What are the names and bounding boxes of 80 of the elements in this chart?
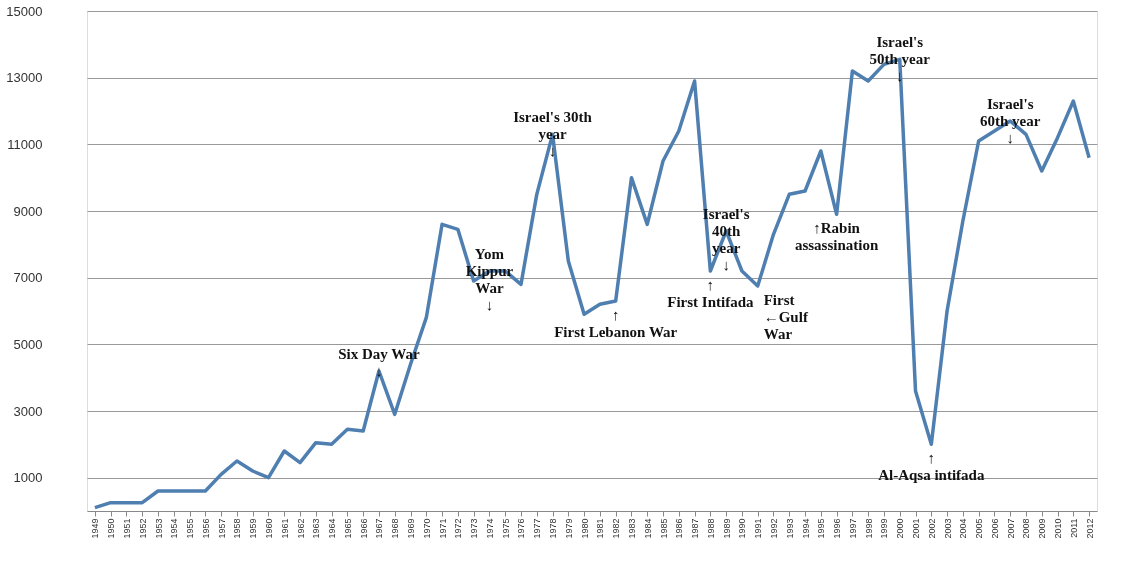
x-tick-label: 1994	[800, 518, 811, 539]
annotation: ↑ Al-Aqsa intifada	[878, 450, 985, 484]
x-tick-label: 1981	[595, 518, 606, 539]
x-tick-label: 1955	[185, 518, 196, 539]
x-tick-label: 2006	[989, 518, 1000, 539]
y-tick-label: 5000	[13, 336, 43, 352]
annotation: First ←Gulf War	[763, 292, 809, 342]
annotation: ↑Rabin assassination	[794, 220, 879, 254]
x-tick-label: 1985	[658, 518, 669, 539]
x-tick-label: 2001	[911, 518, 922, 539]
x-tick-label: 1951	[121, 518, 132, 539]
x-tick-label: 2011	[1068, 518, 1079, 538]
x-tick-label: 1967	[374, 518, 385, 539]
annotation: ↑ First Lebanon War	[554, 307, 678, 340]
y-tick-label: 11000	[7, 136, 43, 152]
x-tick-label: 1989	[721, 518, 732, 539]
x-tick-label: 1974	[484, 518, 495, 539]
x-tick-label: 1971	[437, 518, 448, 539]
x-tick-label: 1952	[137, 518, 148, 539]
x-tick-label: 1964	[327, 518, 338, 539]
x-tick-label: 1990	[737, 518, 748, 539]
x-tick-label: 1987	[690, 518, 701, 539]
x-tick-label: 1995	[816, 518, 827, 539]
y-tick-label: 1000	[13, 470, 43, 486]
x-tick-label: 1960	[263, 518, 274, 539]
x-tick-label: 2012	[1084, 518, 1095, 539]
x-tick-label: 1998	[863, 518, 874, 539]
x-tick-label: 1978	[548, 518, 559, 539]
x-tick-label: 1954	[169, 518, 180, 539]
x-tick-label: 1950	[106, 518, 117, 539]
x-tick-label: 1958	[232, 518, 243, 539]
x-tick-label: 1972	[453, 518, 464, 539]
x-tick-label: 1991	[753, 518, 764, 539]
x-tick-label: 1968	[390, 518, 401, 539]
x-tick-label: 1984	[642, 518, 653, 539]
x-tick-label: 1956	[200, 518, 211, 539]
x-tick-label: 1997	[847, 518, 858, 539]
x-tick-label: 2007	[1005, 518, 1016, 539]
x-tick-label: 2002	[926, 518, 937, 539]
x-tick-label: 1959	[248, 518, 259, 539]
annotation: Israel's 30th year ↓	[513, 109, 593, 160]
x-tick-label: 1961	[279, 518, 290, 539]
y-tick-label: 3000	[13, 403, 43, 419]
x-tick-label: 1982	[611, 518, 622, 539]
x-tick-label: 1975	[500, 518, 511, 539]
x-tick-label: 1988	[705, 518, 716, 539]
x-tick-label: 1973	[469, 518, 480, 539]
x-tick-label: 2000	[895, 518, 906, 539]
x-tick-label: 1993	[784, 518, 795, 539]
x-tick-label: 1983	[626, 518, 637, 539]
x-tick-label: 2004	[958, 518, 969, 539]
x-tick-label: 1996	[832, 518, 843, 539]
x-tick-label: 1966	[358, 518, 369, 539]
y-tick-label: 9000	[13, 203, 43, 219]
x-tick-label: 1999	[879, 518, 890, 539]
x-tick-label: 2008	[1021, 518, 1032, 539]
x-tick-label: 1992	[768, 518, 779, 539]
x-tick-label: 2003	[942, 518, 953, 539]
x-tick-label: 1963	[311, 518, 322, 539]
x-tick-label: 1962	[295, 518, 306, 539]
x-tick-label: 1970	[421, 518, 432, 539]
x-tick-label: 1965	[342, 518, 353, 539]
x-tick-label: 2010	[1053, 518, 1064, 539]
x-tick-label: 1979	[563, 518, 574, 539]
annotation: Israel's 60th year ↓	[980, 96, 1041, 146]
annotation: Israel's 50th year ↓	[869, 34, 931, 85]
x-tick-label: 2009	[1037, 518, 1048, 539]
y-tick-label: 13000	[6, 70, 43, 86]
x-tick-label: 1949	[90, 518, 101, 539]
x-tick-label: 1953	[153, 518, 164, 539]
y-tick-label: 15000	[6, 3, 43, 19]
x-tick-label: 1986	[674, 518, 685, 539]
y-tick-label: 7000	[13, 270, 43, 286]
x-tick-label: 1957	[216, 518, 227, 539]
x-tick-label: 2005	[974, 518, 985, 539]
x-tick-label: 1980	[579, 518, 590, 539]
x-tick-label: 1977	[532, 518, 543, 539]
annotation: ↑ First Intifada	[667, 277, 754, 310]
x-tick-label: 1976	[516, 518, 527, 539]
x-tick-label: 1969	[406, 518, 417, 539]
